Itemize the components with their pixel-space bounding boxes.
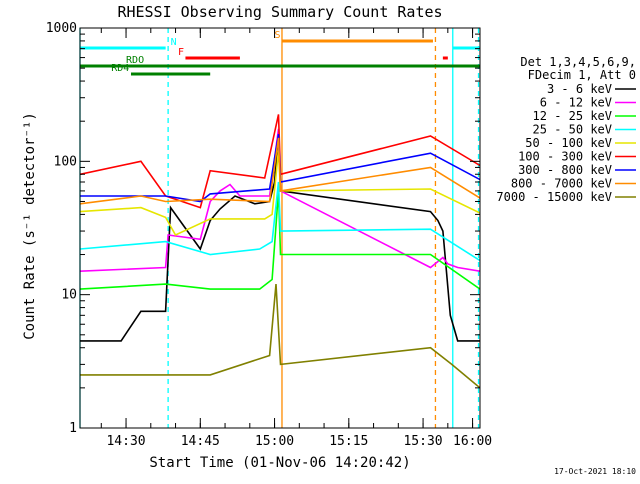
legend-label-6: 300 - 800 keV xyxy=(518,163,612,177)
series-line-0 xyxy=(80,130,480,342)
x-axis-label: Start Time (01-Nov-06 14:20:42) xyxy=(149,455,410,471)
legend-label-8: 7000 - 15000 keV xyxy=(496,190,612,204)
state-bar-label-rdo: RDO xyxy=(126,55,144,66)
series-line-5 xyxy=(80,114,480,209)
series-group xyxy=(80,114,480,389)
y-tick-label-0: 1 xyxy=(69,421,77,436)
y-tick-label-1: 10 xyxy=(61,288,77,303)
legend-header-line-2: FDecim 1, Att 0 xyxy=(528,68,636,82)
series-line-7 xyxy=(80,137,480,205)
chart-title: RHESSI Observing Summary Count Rates xyxy=(117,3,442,21)
state-bar-label-n: N xyxy=(171,37,177,48)
series-line-3 xyxy=(80,181,480,262)
state-bar-label-rd4: RD4 xyxy=(111,63,129,74)
series-line-6 xyxy=(80,133,480,203)
y-tick-label-2: 100 xyxy=(54,154,77,169)
plot-frame xyxy=(79,27,481,429)
legend-label-2: 12 - 25 keV xyxy=(533,109,612,123)
series-line-8 xyxy=(80,284,480,389)
legend-header-line-1: Det 1,3,4,5,6,9, xyxy=(520,55,636,69)
legend-label-7: 800 - 7000 keV xyxy=(511,177,612,191)
x-tick-label-0: 14:30 xyxy=(106,434,145,449)
state-bar-label-s: S xyxy=(275,30,281,41)
legend-label-5: 100 - 300 keV xyxy=(518,150,612,164)
legend-label-4: 50 - 100 keV xyxy=(525,136,612,150)
legend-label-1: 6 - 12 keV xyxy=(540,96,612,110)
legend-label-3: 25 - 50 keV xyxy=(533,123,612,137)
y-axis-label: Count Rate (s⁻¹ detector⁻¹) xyxy=(22,112,38,340)
footer-timestamp: 17-Oct-2021 18:10 xyxy=(554,467,636,476)
x-tick-label-1: 14:45 xyxy=(181,434,220,449)
y-tick-label-3: 1000 xyxy=(46,21,77,36)
state-bar-label-f: F xyxy=(178,47,184,58)
x-tick-label-2: 15:00 xyxy=(255,434,294,449)
legend-label-0: 3 - 6 keV xyxy=(547,82,612,96)
x-tick-label-4: 15:30 xyxy=(403,434,442,449)
x-tick-label-6: 16:00 xyxy=(453,434,492,449)
series-line-2 xyxy=(80,190,480,290)
series-line-4 xyxy=(80,150,480,237)
x-tick-label-3: 15:15 xyxy=(329,434,368,449)
series-line-1 xyxy=(80,128,480,272)
